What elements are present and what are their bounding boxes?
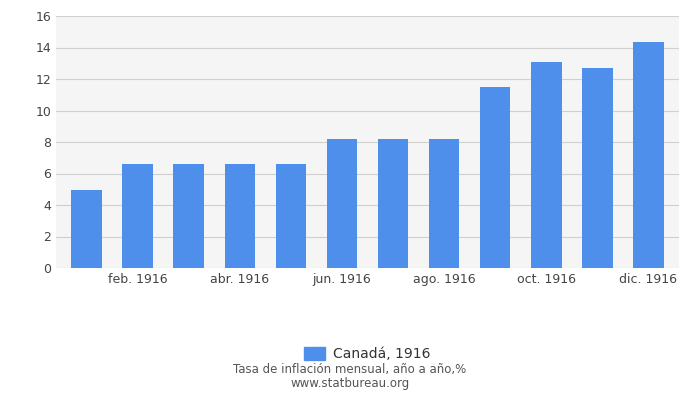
Bar xyxy=(531,62,561,268)
Bar xyxy=(327,139,357,268)
Bar xyxy=(225,164,256,268)
Bar xyxy=(480,87,510,268)
Bar xyxy=(582,68,612,268)
Bar xyxy=(429,139,459,268)
Bar xyxy=(633,42,664,268)
Text: www.statbureau.org: www.statbureau.org xyxy=(290,378,410,390)
Text: Tasa de inflación mensual, año a año,%: Tasa de inflación mensual, año a año,% xyxy=(233,364,467,376)
Legend: Canadá, 1916: Canadá, 1916 xyxy=(299,342,436,367)
Bar xyxy=(378,139,408,268)
Bar xyxy=(276,164,306,268)
Bar xyxy=(174,164,204,268)
Bar xyxy=(71,190,102,268)
Bar xyxy=(122,164,153,268)
